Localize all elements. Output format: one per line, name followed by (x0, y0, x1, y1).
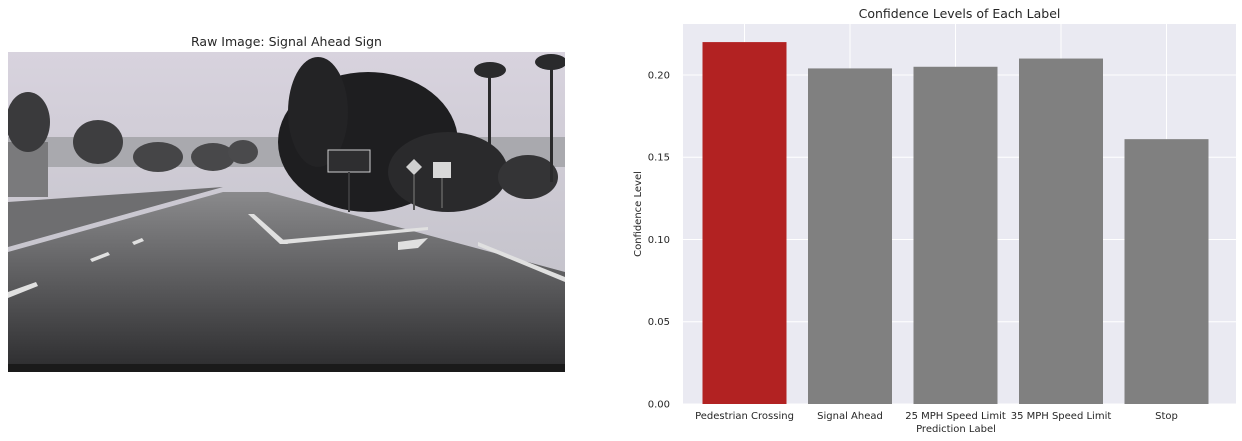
photo-title: Raw Image: Signal Ahead Sign (191, 34, 382, 49)
y-ticks: 0.00 0.05 0.10 0.15 0.20 (648, 70, 670, 410)
x-tick-label: Stop (1155, 411, 1178, 422)
bar-35-mph-speed-limit (1019, 58, 1103, 404)
x-axis-label: Prediction Label (916, 424, 996, 435)
y-tick-label: 0.15 (648, 153, 670, 164)
bar-pedestrian-crossing (702, 42, 787, 404)
y-tick-label: 0.10 (648, 235, 670, 246)
bars (702, 42, 1209, 404)
x-tick-label: Signal Ahead (817, 411, 883, 422)
bar-signal-ahead (808, 68, 892, 404)
x-tick-label: Pedestrian Crossing (695, 411, 794, 422)
y-tick-label: 0.00 (648, 400, 670, 411)
y-tick-label: 0.05 (648, 317, 670, 328)
bar-25-mph-speed-limit (913, 66, 998, 404)
x-tick-label: 25 MPH Speed Limit (905, 411, 1006, 422)
bar-stop (1124, 139, 1209, 404)
road-photo (8, 52, 565, 372)
y-axis-label: Confidence Level (633, 171, 644, 257)
y-tick-label: 0.20 (648, 70, 670, 81)
x-ticks: Pedestrian Crossing Signal Ahead 25 MPH Sp… (695, 411, 1178, 422)
chart-title: Confidence Levels of Each Label (858, 6, 1061, 21)
x-tick-label: 35 MPH Speed Limit (1011, 411, 1112, 422)
